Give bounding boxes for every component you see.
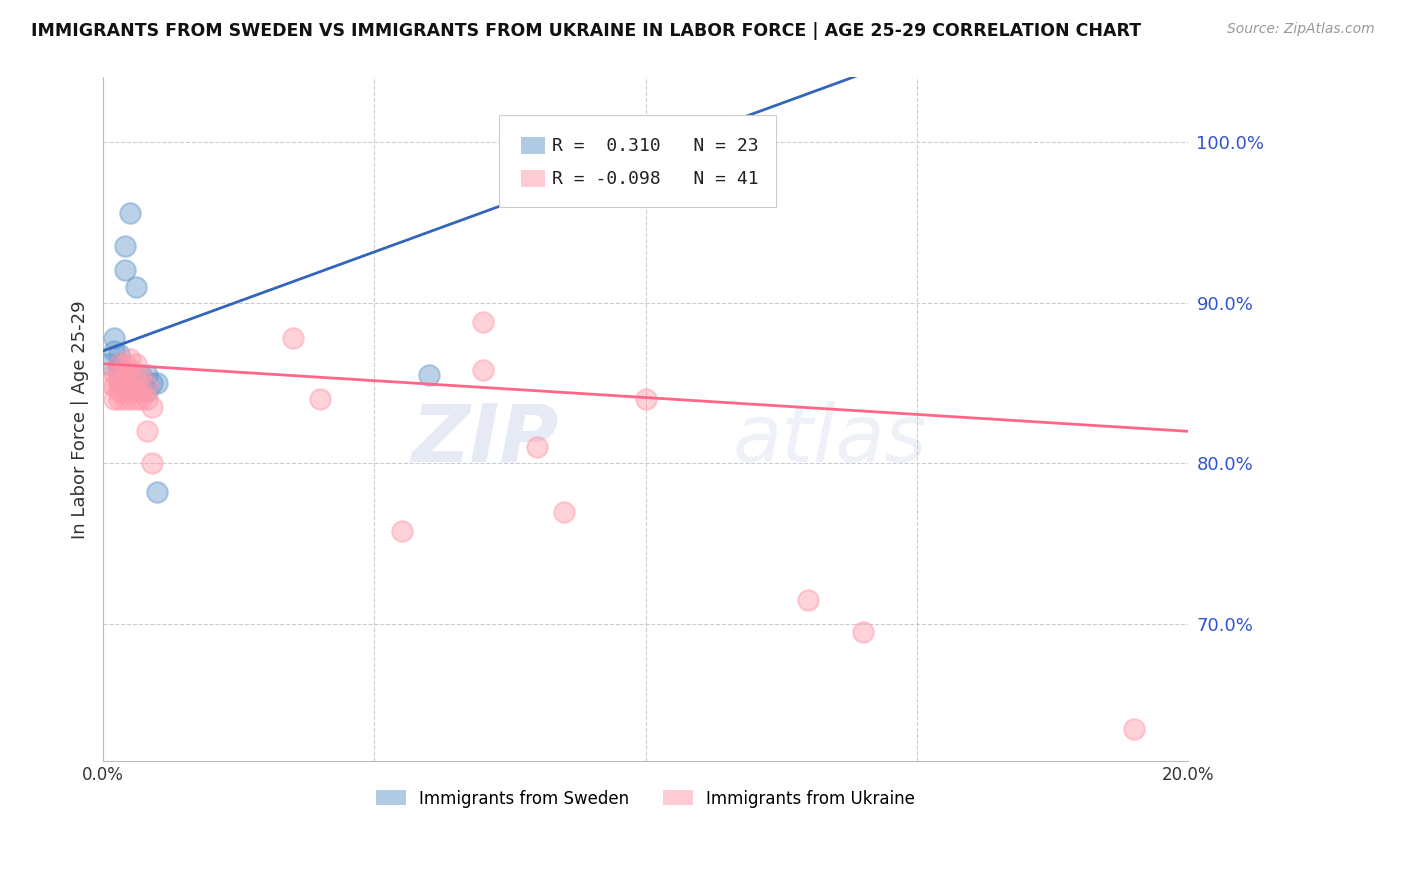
Point: [114, 376, 136, 390]
Point: [129, 384, 152, 398]
Point: [114, 371, 136, 385]
Point: [120, 392, 142, 406]
Point: [114, 263, 136, 277]
Point: [141, 457, 163, 471]
Point: [124, 392, 146, 406]
Point: [108, 392, 131, 406]
Point: [103, 392, 125, 406]
Point: [634, 392, 657, 406]
Point: [108, 347, 131, 361]
Point: [114, 392, 136, 406]
Legend: Immigrants from Sweden, Immigrants from Ukraine: Immigrants from Sweden, Immigrants from …: [370, 783, 922, 814]
Point: [108, 368, 131, 382]
Point: [852, 625, 875, 640]
Text: ZIP: ZIP: [412, 401, 558, 479]
Point: [135, 384, 157, 398]
Point: [141, 376, 163, 390]
Point: [124, 279, 146, 293]
Point: [120, 373, 142, 387]
Point: [129, 368, 152, 382]
Text: atlas: atlas: [733, 401, 927, 479]
Point: [108, 357, 131, 371]
Point: [108, 376, 131, 390]
Text: IMMIGRANTS FROM SWEDEN VS IMMIGRANTS FROM UKRAINE IN LABOR FORCE | AGE 25-29 COR: IMMIGRANTS FROM SWEDEN VS IMMIGRANTS FRO…: [31, 22, 1142, 40]
Point: [281, 331, 304, 345]
Point: [141, 400, 163, 414]
Point: [120, 351, 142, 366]
FancyBboxPatch shape: [520, 136, 544, 154]
Point: [108, 363, 131, 377]
Point: [103, 379, 125, 393]
Point: [124, 357, 146, 371]
Point: [114, 239, 136, 253]
Point: [124, 384, 146, 398]
Point: [108, 357, 131, 371]
Point: [553, 505, 575, 519]
Point: [129, 368, 152, 382]
Point: [120, 363, 142, 377]
Point: [135, 392, 157, 406]
Point: [634, 179, 657, 194]
Point: [135, 379, 157, 393]
Point: [526, 441, 548, 455]
FancyBboxPatch shape: [499, 115, 776, 207]
Point: [391, 524, 413, 538]
Point: [103, 331, 125, 345]
Point: [97, 357, 120, 371]
Point: [135, 368, 157, 382]
Text: R =  0.310   N = 23: R = 0.310 N = 23: [553, 136, 759, 155]
Point: [129, 392, 152, 406]
Point: [309, 392, 332, 406]
Point: [797, 593, 820, 607]
Point: [418, 368, 440, 382]
Point: [471, 363, 494, 377]
Text: R = -0.098   N = 41: R = -0.098 N = 41: [553, 169, 759, 187]
Point: [108, 373, 131, 387]
Point: [114, 384, 136, 398]
Point: [120, 384, 142, 398]
Point: [135, 425, 157, 439]
FancyBboxPatch shape: [520, 169, 544, 186]
Text: Source: ZipAtlas.com: Source: ZipAtlas.com: [1227, 22, 1375, 37]
Point: [120, 373, 142, 387]
Point: [108, 384, 131, 398]
Point: [124, 373, 146, 387]
Point: [1122, 722, 1144, 736]
Point: [114, 357, 136, 371]
Point: [120, 205, 142, 219]
Point: [103, 367, 125, 381]
Point: [120, 384, 142, 398]
Point: [471, 315, 494, 329]
Point: [103, 343, 125, 358]
Y-axis label: In Labor Force | Age 25-29: In Labor Force | Age 25-29: [72, 300, 89, 539]
Point: [146, 376, 169, 390]
Point: [146, 485, 169, 500]
Point: [97, 376, 120, 390]
Point: [114, 368, 136, 382]
